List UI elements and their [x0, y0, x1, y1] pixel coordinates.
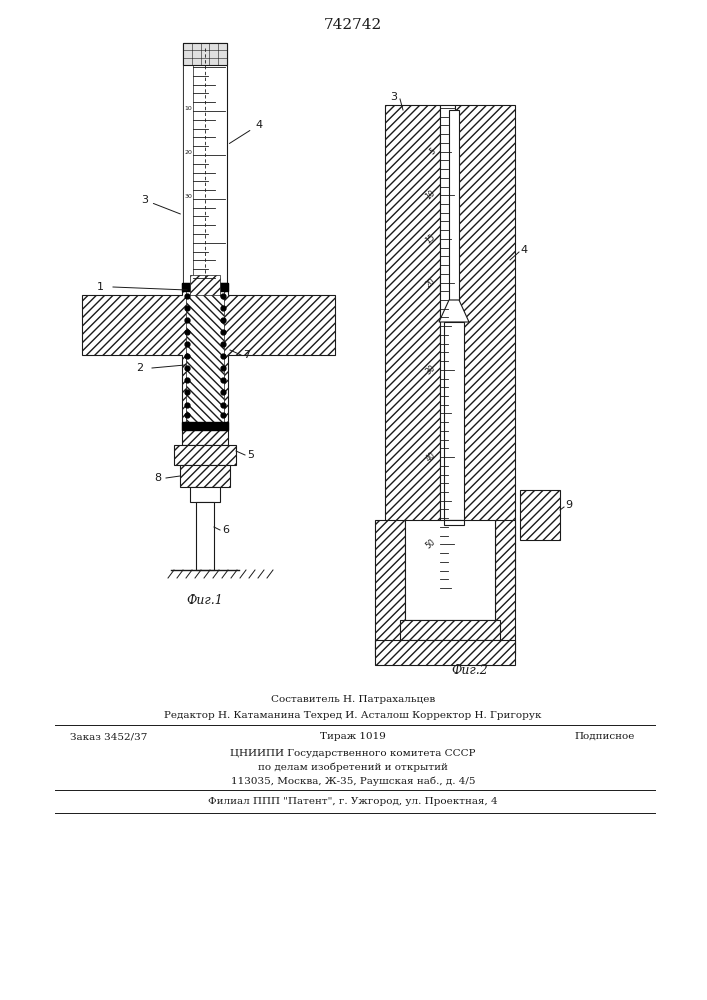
Text: Филиал ППП "Патент", г. Ужгород, ул. Проектная, 4: Филиал ППП "Патент", г. Ужгород, ул. Про… — [208, 797, 498, 806]
Polygon shape — [375, 640, 515, 665]
Text: Фиг.2: Фиг.2 — [452, 664, 489, 676]
Polygon shape — [186, 285, 224, 428]
Text: 7: 7 — [243, 350, 250, 360]
Text: 742742: 742742 — [324, 18, 382, 32]
Text: 8: 8 — [154, 473, 162, 483]
Text: 15: 15 — [423, 232, 437, 245]
Text: 50: 50 — [423, 538, 437, 551]
Polygon shape — [375, 520, 405, 655]
Bar — [183, 43, 227, 283]
Text: 9: 9 — [565, 500, 572, 510]
Text: 3: 3 — [141, 195, 180, 214]
Text: Редактор Н. Катаманина Техред И. Асталош Корректор Н. Григорук: Редактор Н. Катаманина Техред И. Асталош… — [164, 711, 542, 720]
Text: 4: 4 — [229, 120, 262, 144]
Bar — [440, 105, 455, 590]
Bar — [449, 110, 459, 300]
Text: 30: 30 — [423, 363, 437, 376]
Polygon shape — [174, 445, 236, 465]
Polygon shape — [180, 465, 230, 487]
Text: по делам изобретений и открытий: по делам изобретений и открытий — [258, 763, 448, 772]
Polygon shape — [439, 300, 469, 322]
Text: Тираж 1019: Тираж 1019 — [320, 732, 386, 741]
Polygon shape — [190, 275, 220, 295]
Polygon shape — [520, 490, 560, 540]
Bar — [196, 502, 214, 570]
Bar — [405, 520, 495, 620]
Text: 4: 4 — [520, 245, 527, 255]
Text: 1: 1 — [96, 282, 103, 292]
Polygon shape — [385, 105, 440, 590]
Text: Подписное: Подписное — [575, 732, 635, 741]
Text: 113035, Москва, Ж-35, Раушская наб., д. 4/5: 113035, Москва, Ж-35, Раушская наб., д. … — [230, 777, 475, 786]
Bar — [444, 322, 464, 520]
Polygon shape — [495, 520, 515, 655]
Polygon shape — [82, 283, 335, 445]
Text: Заказ 3452/37: Заказ 3452/37 — [70, 732, 147, 741]
Bar — [444, 520, 464, 525]
Bar — [183, 43, 193, 283]
Text: 20: 20 — [184, 150, 192, 155]
Text: 40: 40 — [423, 451, 437, 464]
Text: 3: 3 — [390, 92, 397, 102]
Text: 6: 6 — [222, 525, 229, 535]
Text: 5: 5 — [247, 450, 254, 460]
Bar — [183, 43, 227, 65]
Bar — [182, 422, 228, 430]
Polygon shape — [455, 105, 515, 590]
Text: 10: 10 — [184, 106, 192, 111]
Text: 30: 30 — [184, 194, 192, 199]
Text: 5: 5 — [428, 147, 437, 157]
Text: 20: 20 — [423, 276, 437, 289]
Text: Фиг.1: Фиг.1 — [187, 593, 223, 606]
Text: 10: 10 — [423, 189, 437, 202]
Text: Составитель Н. Патрахальцев: Составитель Н. Патрахальцев — [271, 695, 435, 704]
Polygon shape — [400, 620, 500, 640]
Text: 2: 2 — [136, 363, 144, 373]
Bar — [190, 487, 220, 502]
Bar — [182, 283, 228, 291]
Text: ЦНИИПИ Государственного комитета СССР: ЦНИИПИ Государственного комитета СССР — [230, 749, 476, 758]
